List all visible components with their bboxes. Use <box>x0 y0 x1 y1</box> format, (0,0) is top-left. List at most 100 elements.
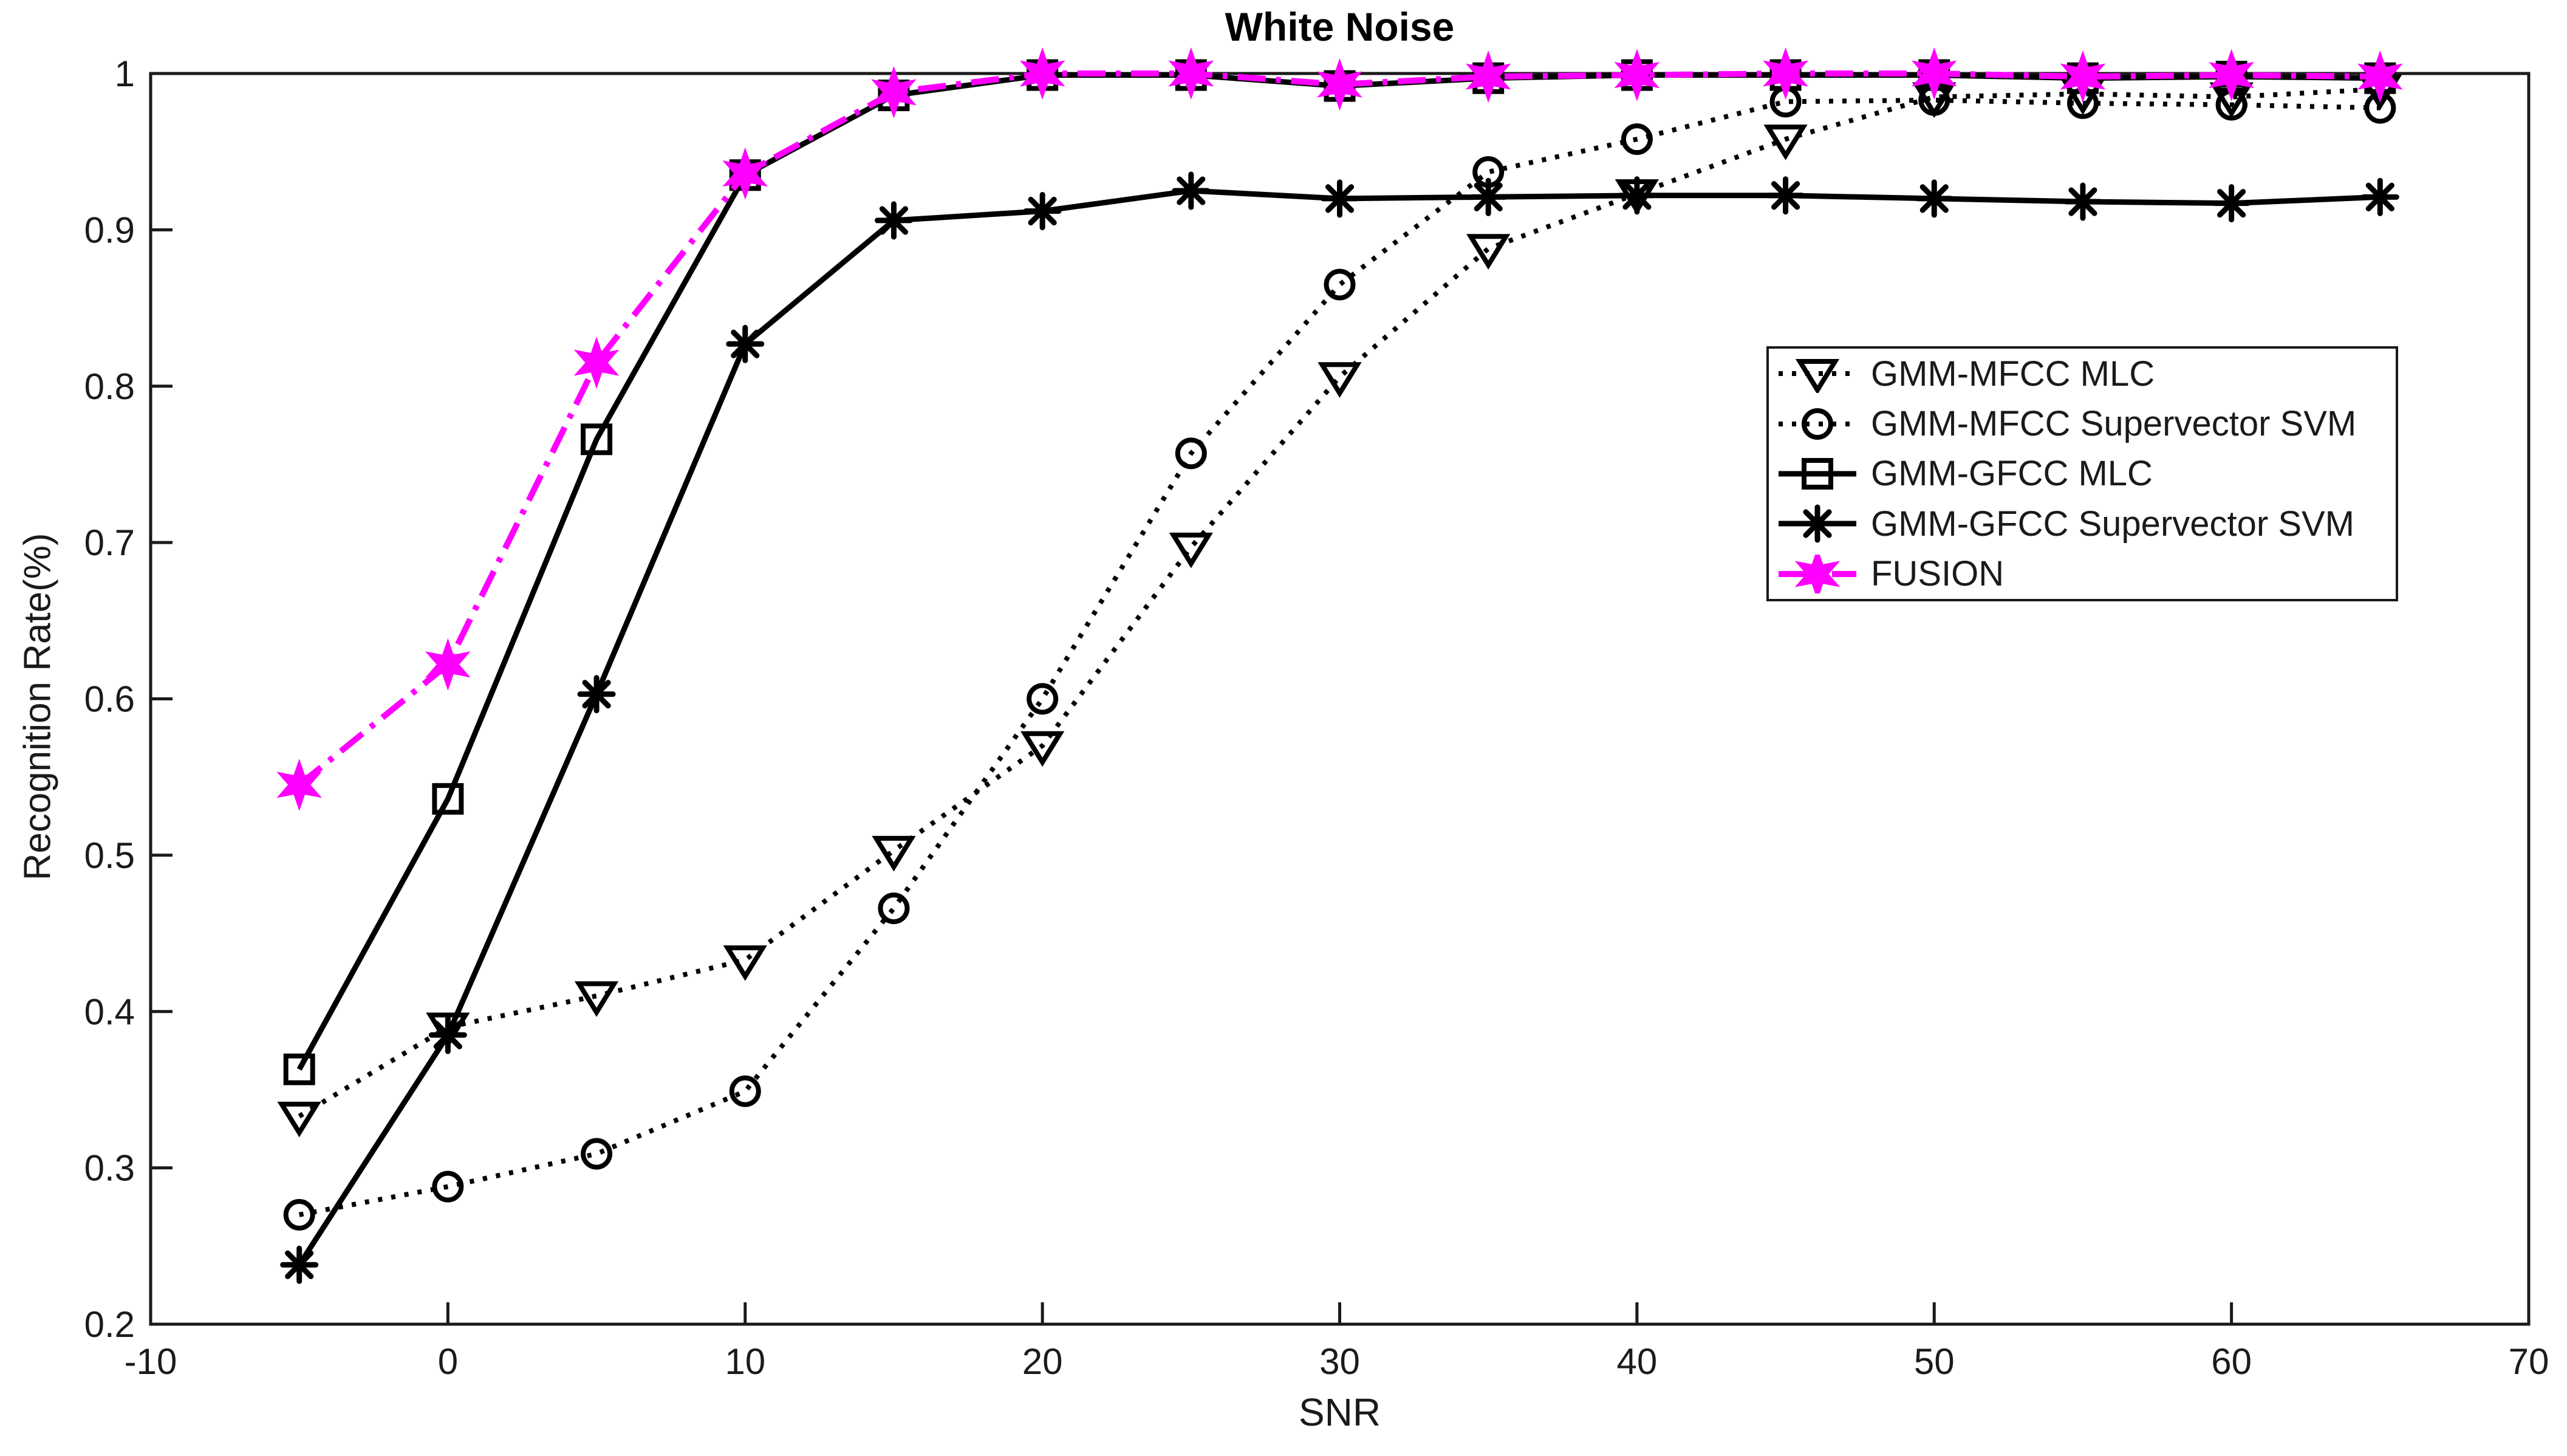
hexagram-marker <box>1763 47 1808 100</box>
hexagram-marker <box>2209 49 2255 101</box>
x-tick-label: 40 <box>1617 1341 1658 1382</box>
circle-marker <box>1324 268 1356 301</box>
triangle-down-marker <box>1169 532 1213 569</box>
y-tick-label: 0.7 <box>84 522 135 563</box>
legend-item-gmm-mfcc-supervector-svm: GMM-MFCC Supervector SVM <box>1769 399 2396 449</box>
triangle-down-marker <box>1020 731 1065 767</box>
x-tick-label: -10 <box>125 1341 177 1382</box>
asterisk-marker <box>1766 176 1805 215</box>
legend-label: GMM-MFCC MLC <box>1871 354 2155 394</box>
legend-box: GMM-MFCC MLC GMM-MFCC Supervector SVM GM… <box>1766 346 2398 601</box>
hexagram-marker-icon <box>1777 547 1858 600</box>
asterisk-marker <box>1172 171 1211 210</box>
series-line-4 <box>297 70 2381 787</box>
triangle-down-marker-icon <box>1777 354 1858 395</box>
y-tick-label: 0.3 <box>84 1148 135 1189</box>
asterisk-marker <box>577 675 616 714</box>
square-marker <box>432 783 464 815</box>
asterisk-marker <box>726 324 765 363</box>
x-tick-label: 50 <box>1914 1341 1955 1382</box>
legend-sample-svg <box>1779 457 1856 490</box>
legend-label: FUSION <box>1871 554 2005 594</box>
legend-label: GMM-GFCC MLC <box>1871 454 2153 494</box>
hexagram-marker <box>871 66 917 119</box>
asterisk-marker <box>1798 504 1837 543</box>
circle-marker <box>1621 123 1653 156</box>
hexagram-marker <box>1168 47 1214 100</box>
triangle-down-marker <box>1466 234 1511 270</box>
asterisk-marker <box>1023 191 1062 230</box>
series-line-1 <box>298 97 2381 1217</box>
hexagram-marker <box>573 336 620 389</box>
chart-title: White Noise <box>1225 4 1455 49</box>
circle-marker <box>581 1138 613 1170</box>
asterisk-marker <box>2360 177 2399 216</box>
triangle-down-marker <box>872 836 916 872</box>
series-markers-1 <box>283 84 2396 1231</box>
series-line-0 <box>298 86 2381 1119</box>
triangle-down-marker <box>1763 125 1808 160</box>
x-tick-label: 0 <box>438 1341 458 1382</box>
legend-sample-svg <box>1779 408 1856 440</box>
hexagram-marker <box>722 147 768 200</box>
asterisk-marker <box>1915 179 1953 218</box>
triangle-down-marker <box>1795 359 1840 395</box>
x-tick-label: 10 <box>725 1341 765 1382</box>
asterisk-marker <box>428 1016 467 1054</box>
circle-marker <box>729 1075 761 1107</box>
hexagram-marker <box>276 758 323 812</box>
y-tick-label: 1 <box>115 53 135 94</box>
circle-marker <box>878 892 910 925</box>
hexagram-marker <box>2060 50 2106 103</box>
legend-item-gmm-mfcc-mlc: GMM-MFCC MLC <box>1769 349 2396 398</box>
square-marker <box>581 423 613 456</box>
y-tick-label: 0.4 <box>84 991 135 1032</box>
legend-sample-svg <box>1779 547 1856 600</box>
plot-border <box>149 72 2531 1326</box>
y-tick-label: 0.5 <box>84 835 135 876</box>
square-marker <box>1802 457 1833 490</box>
x-tick-label: 70 <box>2509 1341 2549 1382</box>
circle-marker <box>432 1171 464 1203</box>
hexagram-marker <box>1614 49 1660 101</box>
triangle-down-marker <box>277 1101 321 1138</box>
legend-sample-svg <box>1779 359 1856 395</box>
circle-marker <box>283 1198 315 1231</box>
square-marker <box>283 1053 315 1085</box>
y-tick-label: 0.9 <box>84 210 135 250</box>
asterisk-marker <box>280 1245 319 1284</box>
triangle-down-marker <box>1318 362 1362 398</box>
asterisk-marker <box>874 201 913 240</box>
hexagram-marker <box>1019 47 1065 100</box>
series-markers-3 <box>280 171 2399 1284</box>
y-tick-label: 0.8 <box>84 366 135 407</box>
asterisk-marker-icon <box>1777 504 1858 543</box>
series-markers-0 <box>277 74 2402 1138</box>
circle-marker <box>1175 437 1207 470</box>
hexagram-marker <box>425 638 471 691</box>
asterisk-marker <box>1321 179 1359 218</box>
legend-item-fusion: FUSION <box>1769 547 2396 600</box>
circle-marker-icon <box>1777 405 1858 443</box>
circle-marker <box>1027 683 1059 715</box>
y-tick-label: 0.6 <box>84 679 135 720</box>
y-tick-label: 0.2 <box>84 1304 135 1345</box>
asterisk-marker <box>1469 177 1508 216</box>
asterisk-marker <box>2063 182 2102 221</box>
square-marker-icon <box>1777 454 1858 493</box>
hexagram-marker <box>1465 50 1511 103</box>
triangle-down-marker <box>723 945 767 981</box>
triangle-down-marker <box>574 981 619 1017</box>
asterisk-marker <box>1618 176 1656 215</box>
hexagram-marker <box>2357 50 2403 103</box>
y-axis-label: Recognition Rate(%) <box>16 533 59 881</box>
legend-item-gmm-gfcc-supervector-svm: GMM-GFCC Supervector SVM <box>1769 499 2396 549</box>
legend-label: GMM-MFCC Supervector SVM <box>1871 404 2357 444</box>
x-tick-label: 20 <box>1022 1341 1063 1382</box>
x-tick-label: 60 <box>2211 1341 2252 1382</box>
legend-label: GMM-GFCC Supervector SVM <box>1871 504 2354 544</box>
x-tick-label: 30 <box>1319 1341 1360 1382</box>
series-markers-4 <box>276 47 2403 812</box>
